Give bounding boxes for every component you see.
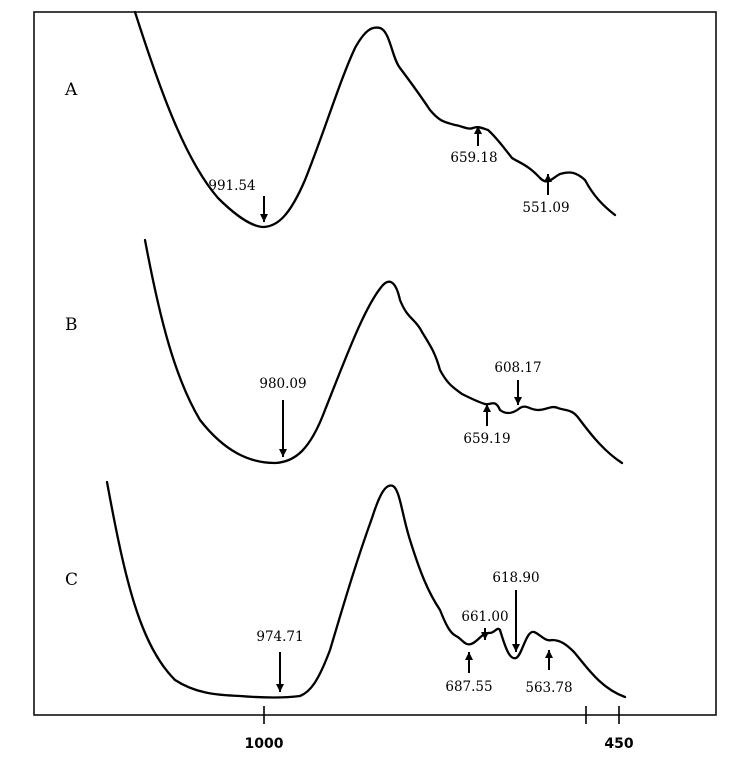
x-tick-label-450: 450 xyxy=(604,736,633,752)
panel-label-c: C xyxy=(65,570,78,590)
peak-label-a-0: 991.54 xyxy=(208,178,255,194)
peak-arrowhead-c-0 xyxy=(276,684,284,692)
peak-label-c-2: 661.00 xyxy=(461,609,508,625)
x-tick-label-1000: 1000 xyxy=(245,736,284,752)
peak-label-b-0: 980.09 xyxy=(259,376,306,392)
peak-arrowhead-a-1 xyxy=(474,126,482,134)
peak-label-b-2: 608.17 xyxy=(494,360,541,376)
peak-label-c-3: 618.90 xyxy=(492,570,539,586)
peak-arrowhead-c-1 xyxy=(465,652,473,660)
peak-label-a-2: 551.09 xyxy=(522,200,569,216)
peak-annotations: 991.54 659.18 551.09 980.09 659.19 608.17 974.… xyxy=(208,126,573,696)
spectrum-curve-b xyxy=(143,238,624,465)
plot-frame xyxy=(33,11,717,716)
peak-arrowhead-a-2 xyxy=(544,174,552,182)
peak-arrowhead-a-0 xyxy=(260,214,268,222)
spectrum-curve-a xyxy=(133,10,617,229)
panel-label-b: B xyxy=(65,315,78,335)
peak-arrowhead-c-4 xyxy=(545,650,553,658)
peak-arrowhead-b-2 xyxy=(514,397,522,405)
spectrum-curve-c xyxy=(105,480,627,699)
peak-label-c-1: 687.55 xyxy=(445,679,492,695)
peak-arrowhead-b-0 xyxy=(279,449,287,457)
peak-label-c-0: 974.71 xyxy=(256,629,303,645)
peak-arrowhead-c-3 xyxy=(512,644,520,652)
peak-label-c-4: 563.78 xyxy=(525,680,572,696)
peak-arrowhead-c-2 xyxy=(481,632,489,640)
peak-arrowhead-b-1 xyxy=(483,404,491,412)
panel-label-a: A xyxy=(64,80,78,100)
peak-label-b-1: 659.19 xyxy=(463,431,510,447)
peak-label-a-1: 659.18 xyxy=(450,150,497,166)
